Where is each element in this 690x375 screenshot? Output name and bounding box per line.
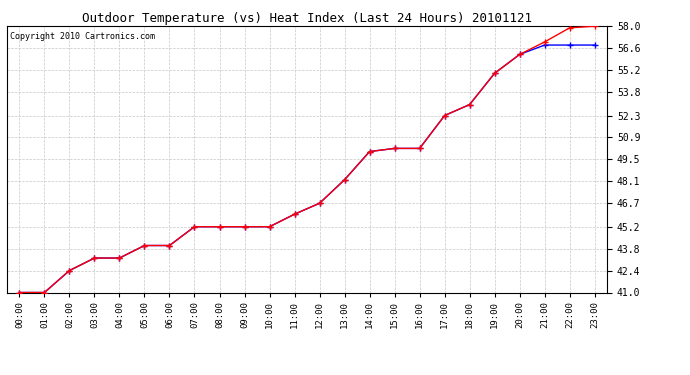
Title: Outdoor Temperature (vs) Heat Index (Last 24 Hours) 20101121: Outdoor Temperature (vs) Heat Index (Las… — [82, 12, 532, 25]
Text: Copyright 2010 Cartronics.com: Copyright 2010 Cartronics.com — [10, 32, 155, 40]
